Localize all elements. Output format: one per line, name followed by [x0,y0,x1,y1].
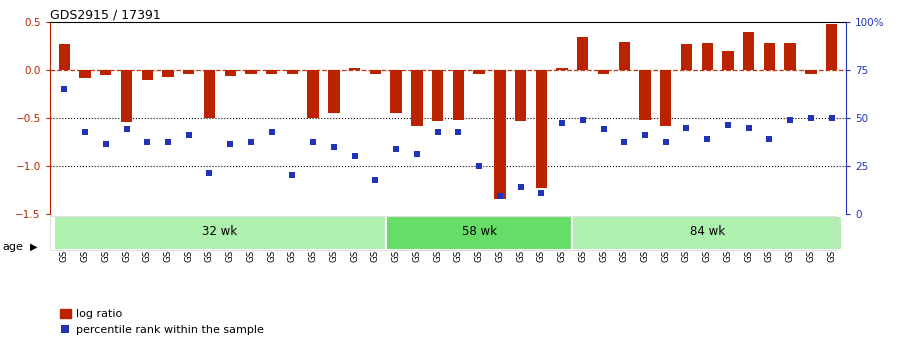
Bar [639,70,651,120]
Bar [473,70,485,74]
Bar [598,70,609,74]
Bar [120,70,132,122]
Bar [536,70,547,188]
Bar [432,70,443,121]
Text: 84 wk: 84 wk [690,226,725,238]
Text: 32 wk: 32 wk [203,226,237,238]
FancyBboxPatch shape [54,216,386,250]
Bar [266,70,278,74]
Bar [349,68,360,70]
Bar [515,70,527,121]
Bar [162,70,174,77]
Bar [826,24,837,70]
Bar [287,70,298,74]
Text: 58 wk: 58 wk [462,226,497,238]
Bar [764,43,776,70]
Bar [329,70,339,113]
FancyBboxPatch shape [573,216,842,250]
Bar [204,70,215,118]
Bar [80,70,91,78]
Bar [245,70,257,74]
Bar [494,70,506,199]
Bar [308,70,319,118]
Bar [59,45,70,70]
Bar [369,70,381,74]
Bar [224,70,236,76]
Bar [100,70,111,75]
Text: GDS2915 / 17391: GDS2915 / 17391 [50,8,160,21]
Bar [722,51,734,70]
Text: ▶: ▶ [30,242,37,252]
Bar [411,70,423,126]
Bar [701,43,713,70]
Bar [618,41,630,70]
Bar [557,68,567,70]
Bar [390,70,402,113]
Bar [577,37,588,70]
Bar [452,70,464,120]
Bar [785,43,795,70]
Bar [743,32,755,70]
Bar [660,70,672,126]
Legend: log ratio, percentile rank within the sample: log ratio, percentile rank within the sa… [55,304,269,339]
Bar [183,70,195,74]
Bar [141,70,153,80]
FancyBboxPatch shape [386,216,573,250]
Text: age: age [3,242,24,252]
Bar [805,70,816,74]
Bar [681,45,692,70]
